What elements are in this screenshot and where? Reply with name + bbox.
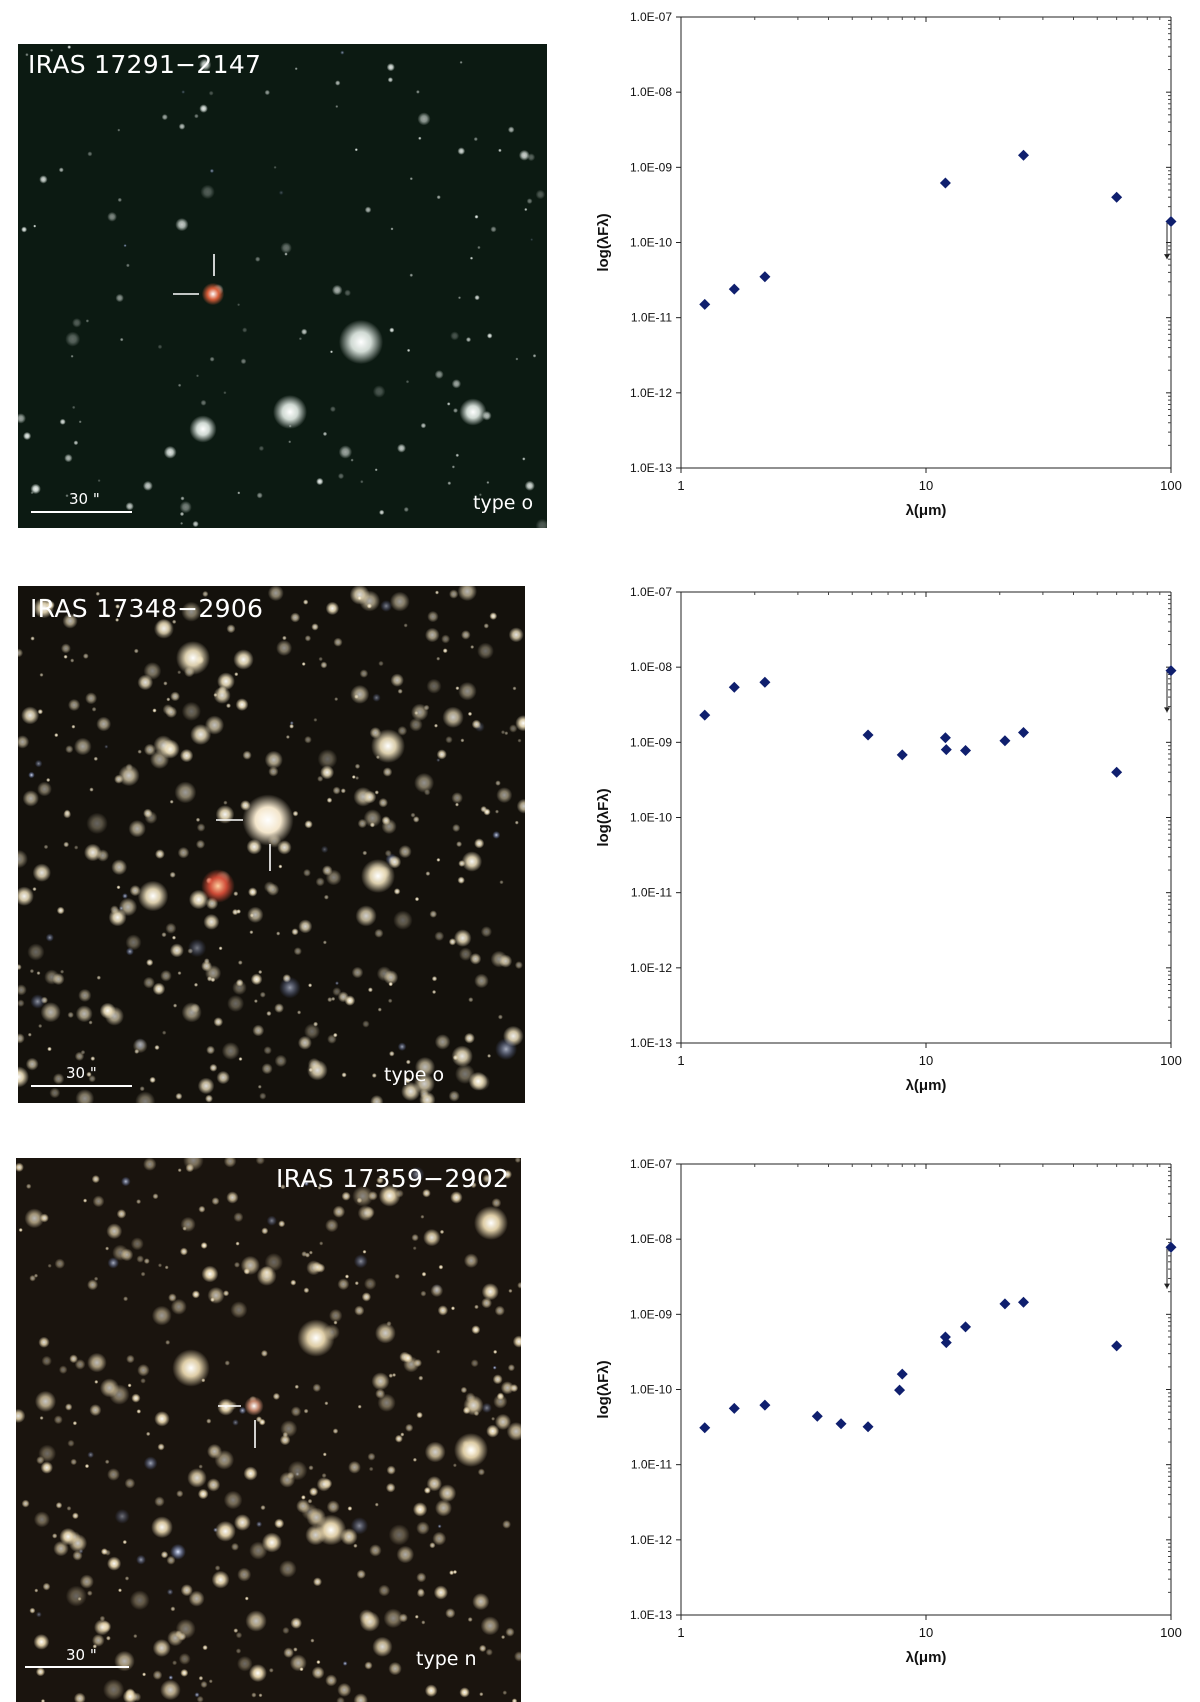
sed-chart-2: 1.0E-13 1.0E-12 1.0E-11 1.0E-10 1.0E-09 1.0E-… <box>595 585 1182 1094</box>
upper-limit-arrow <box>1164 254 1170 260</box>
scale-label-1: 30 " <box>69 490 100 508</box>
scale-bar-3 <box>25 1666 129 1668</box>
data-point <box>896 749 908 761</box>
data-point <box>728 681 740 693</box>
scale-bar-1 <box>31 511 132 513</box>
type-label-3: type n <box>416 1648 477 1670</box>
data-point <box>1165 1241 1177 1253</box>
y-tick-label: 1.0E-12 <box>630 386 672 400</box>
sky-image-1: IRAS 17291−2147 30 " type o <box>18 44 547 528</box>
image-title-1: IRAS 17291−2147 <box>28 50 262 79</box>
type-label-2: type o <box>384 1064 445 1086</box>
data-point <box>1165 216 1177 228</box>
y-tick-label: 1.0E-07 <box>630 1157 672 1171</box>
star-field-1 <box>18 44 547 528</box>
x-tick-label: 10 <box>919 1053 933 1068</box>
data-point <box>940 1337 952 1349</box>
y-tick-label: 1.0E-13 <box>630 1608 672 1622</box>
data-point <box>759 1399 771 1411</box>
sed-chart-3: 1.0E-13 1.0E-12 1.0E-11 1.0E-10 1.0E-09 1.0E-… <box>595 1157 1182 1666</box>
type-label-1: type o <box>473 492 534 514</box>
y-tick-label: 1.0E-12 <box>630 1533 672 1547</box>
data-point <box>759 676 771 688</box>
data-point <box>939 177 951 189</box>
y-tick-label: 1.0E-11 <box>631 311 672 325</box>
data-point <box>728 1402 740 1414</box>
y-tick-label: 1.0E-07 <box>630 10 672 24</box>
scale-bar-2 <box>31 1085 132 1087</box>
y-tick-label: 1.0E-10 <box>630 236 672 250</box>
y-tick-label: 1.0E-08 <box>630 660 672 674</box>
y-axis-label: log(λFλ) <box>595 213 612 271</box>
data-point <box>862 1421 874 1433</box>
y-tick-label: 1.0E-11 <box>631 886 672 900</box>
x-tick-label: 100 <box>1160 478 1182 493</box>
x-tick-label: 10 <box>919 1625 933 1640</box>
x-axis-label: λ(μm) <box>906 1649 947 1666</box>
y-tick-label: 1.0E-11 <box>631 1458 672 1472</box>
sed-chart-1: 1.0E-13 1.0E-12 1.0E-11 1.0E-10 1.0E-09 1.0E-… <box>595 10 1182 519</box>
y-tick-label: 1.0E-07 <box>630 585 672 599</box>
x-tick-label: 100 <box>1160 1625 1182 1640</box>
data-point <box>811 1410 823 1422</box>
star-field-2 <box>18 586 525 1103</box>
data-point <box>862 729 874 741</box>
y-tick-label: 1.0E-08 <box>630 85 672 99</box>
y-axis-label: log(λFλ) <box>595 788 612 846</box>
x-tick-label: 1 <box>677 1625 684 1640</box>
image-title-3: IRAS 17359−2902 <box>276 1164 510 1193</box>
y-tick-label: 1.0E-12 <box>630 961 672 975</box>
y-tick-label: 1.0E-10 <box>630 1383 672 1397</box>
data-point <box>940 744 952 756</box>
data-point <box>1017 1296 1029 1308</box>
data-point <box>759 271 771 283</box>
x-tick-label: 10 <box>919 478 933 493</box>
x-axis-label: λ(μm) <box>906 502 947 519</box>
upper-limit-arrow <box>1164 1283 1170 1289</box>
data-point <box>835 1418 847 1430</box>
x-tick-label: 100 <box>1160 1053 1182 1068</box>
data-point <box>999 1298 1011 1310</box>
upper-limit-arrow <box>1164 707 1170 713</box>
y-tick-label: 1.0E-09 <box>630 160 672 174</box>
data-point <box>1017 149 1029 161</box>
data-point <box>699 709 711 721</box>
x-axis-label: λ(μm) <box>906 1077 947 1094</box>
data-point <box>699 298 711 310</box>
y-tick-label: 1.0E-13 <box>630 461 672 475</box>
data-point <box>896 1368 908 1380</box>
sky-image-2: IRAS 17348−2906 30 " type o <box>18 586 525 1103</box>
x-tick-label: 1 <box>677 478 684 493</box>
y-tick-label: 1.0E-09 <box>630 1307 672 1321</box>
y-tick-label: 1.0E-13 <box>630 1036 672 1050</box>
data-point <box>1165 665 1177 677</box>
y-tick-label: 1.0E-10 <box>630 811 672 825</box>
star-field-3 <box>16 1158 521 1702</box>
y-tick-label: 1.0E-09 <box>630 735 672 749</box>
data-point <box>1111 1340 1123 1352</box>
data-point <box>939 732 951 744</box>
data-point <box>894 1384 906 1396</box>
data-point <box>699 1422 711 1434</box>
sky-image-3: IRAS 17359−2902 30 " type n <box>16 1158 521 1702</box>
data-point <box>1017 727 1029 739</box>
data-point <box>999 735 1011 747</box>
data-point <box>960 1321 972 1333</box>
data-point <box>728 283 740 295</box>
scale-label-3: 30 " <box>66 1646 97 1664</box>
scale-label-2: 30 " <box>66 1064 97 1082</box>
data-point <box>1111 191 1123 203</box>
y-tick-label: 1.0E-08 <box>630 1232 672 1246</box>
x-tick-label: 1 <box>677 1053 684 1068</box>
image-title-2: IRAS 17348−2906 <box>30 594 264 623</box>
data-point <box>960 744 972 756</box>
data-point <box>1111 766 1123 778</box>
y-axis-label: log(λFλ) <box>595 1360 612 1418</box>
